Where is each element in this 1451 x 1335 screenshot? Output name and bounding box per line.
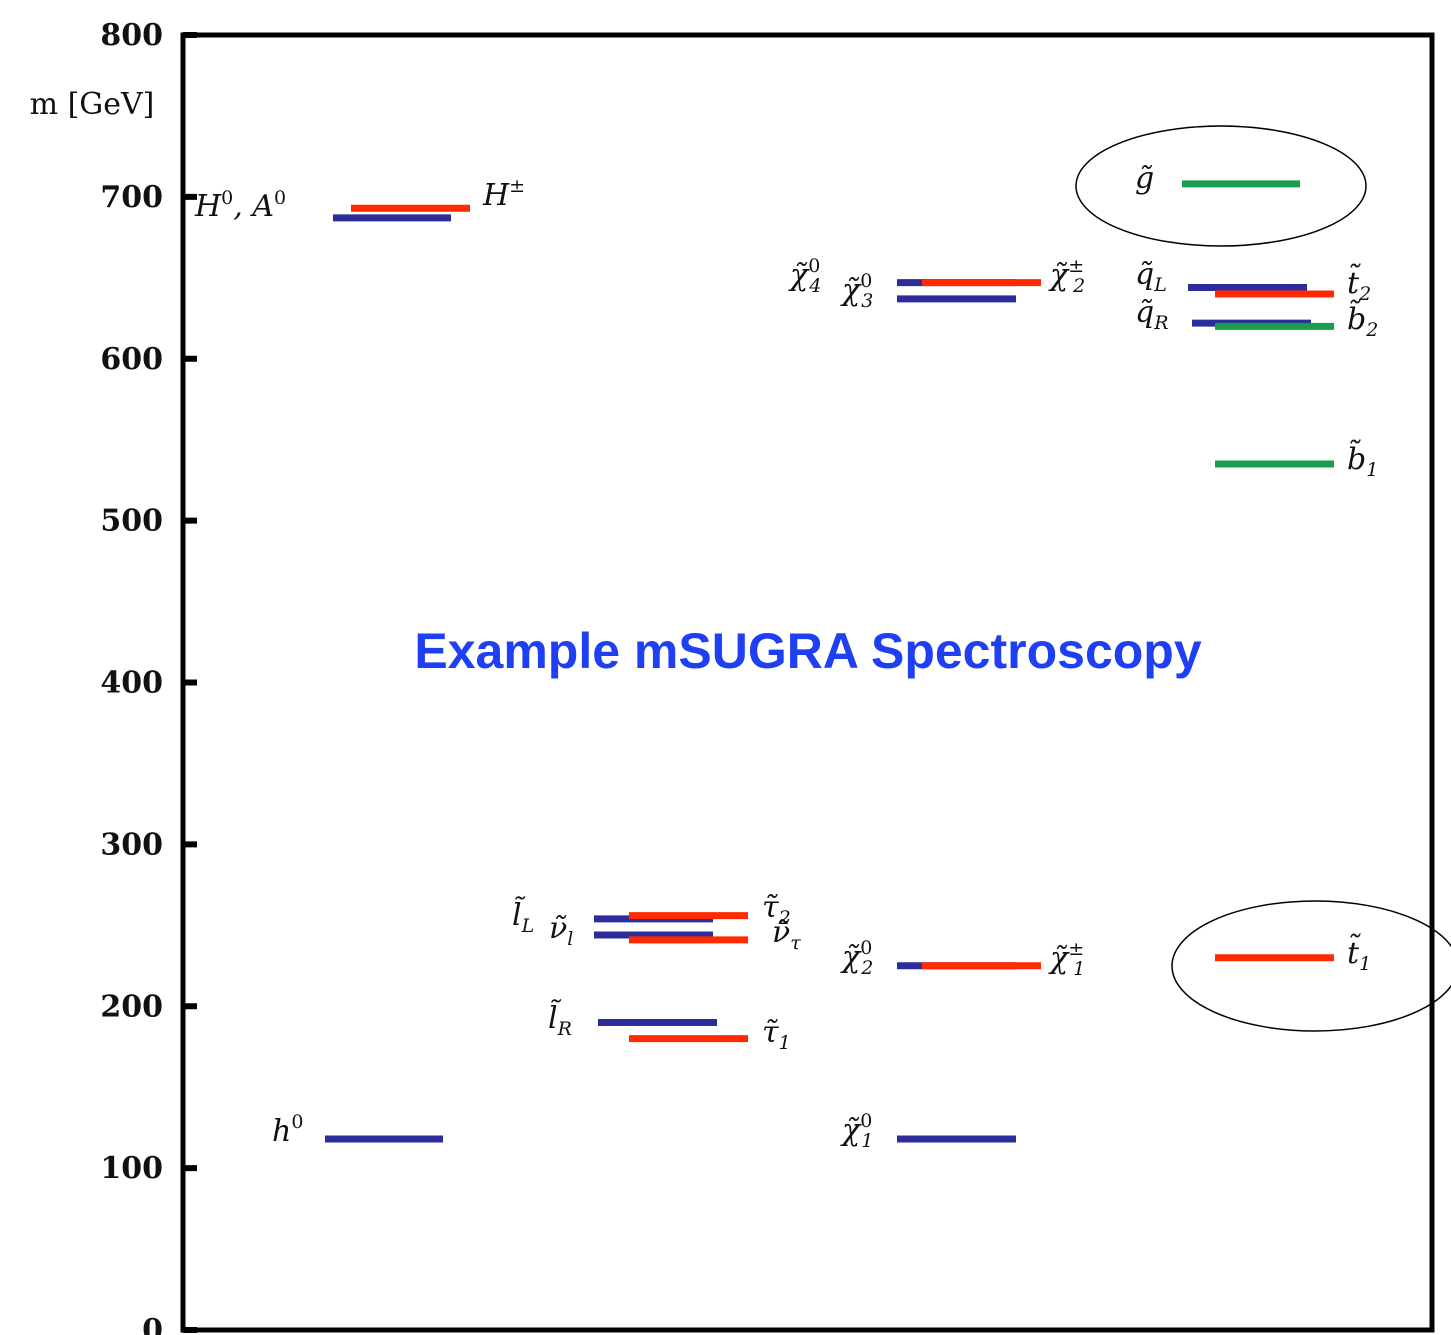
label-h-0-a-0: H0, A0 xyxy=(194,187,286,224)
chart-title: Example mSUGRA Spectroscopy xyxy=(414,623,1201,679)
particle-labels: h0 H0, A0 H± l̃L ν̃l τ̃2ν̃τ l̃R τ̃1 χ̃0 1 χ̃0 2 χ̃± 1… xyxy=(194,161,1378,1152)
annotations xyxy=(1075,125,1451,1032)
label-l-r: l̃R xyxy=(548,999,572,1040)
label-q-r: q̃R xyxy=(1135,295,1169,334)
y-tick-label: 800 xyxy=(100,18,163,53)
label-0-2: χ̃0 2 xyxy=(840,937,873,979)
highlight-circle-g xyxy=(1075,125,1367,247)
label-b-1: b̃1 xyxy=(1347,439,1378,481)
label-t-1: t̃1 xyxy=(1347,933,1371,975)
label-l: ν̃l xyxy=(549,911,573,950)
y-tick-label: 600 xyxy=(100,342,163,377)
y-tick-label: 100 xyxy=(100,1151,163,1186)
label-level: ν̃τ xyxy=(772,915,801,954)
label-0-3: χ̃0 3 xyxy=(840,270,873,312)
highlight-circle-t-1 xyxy=(1171,900,1451,1032)
label-g: g̃ xyxy=(1135,161,1154,196)
y-tick-label: 0 xyxy=(142,1313,163,1335)
label-b-2: b̃2 xyxy=(1347,299,1378,341)
y-tick-label: 400 xyxy=(100,666,163,701)
y-axis-label: m [GeV] xyxy=(30,87,155,122)
label-h-0: h0 xyxy=(272,1111,303,1149)
y-tick-label: 700 xyxy=(100,180,163,215)
mass-levels xyxy=(325,180,1334,1143)
label-1: χ̃± 1 xyxy=(1048,938,1085,980)
label-t-2: t̃2 xyxy=(1347,263,1371,305)
label-0-1: χ̃0 1 xyxy=(840,1110,873,1152)
label-2: τ̃2 xyxy=(762,890,791,929)
label-2: χ̃± 2 xyxy=(1048,255,1085,297)
label-q-l: q̃L xyxy=(1135,257,1167,296)
label-1: τ̃1 xyxy=(762,1015,791,1054)
label-l-l: l̃L xyxy=(512,896,534,937)
axes: 0 100 200 300 400 500 600 700 800 xyxy=(100,18,1435,1335)
label-h: H± xyxy=(482,175,525,213)
label-0-4: χ̃0 4 xyxy=(788,255,821,297)
y-tick-label: 200 xyxy=(100,989,163,1024)
y-tick-label: 500 xyxy=(100,504,163,539)
y-tick-label: 300 xyxy=(100,827,163,862)
